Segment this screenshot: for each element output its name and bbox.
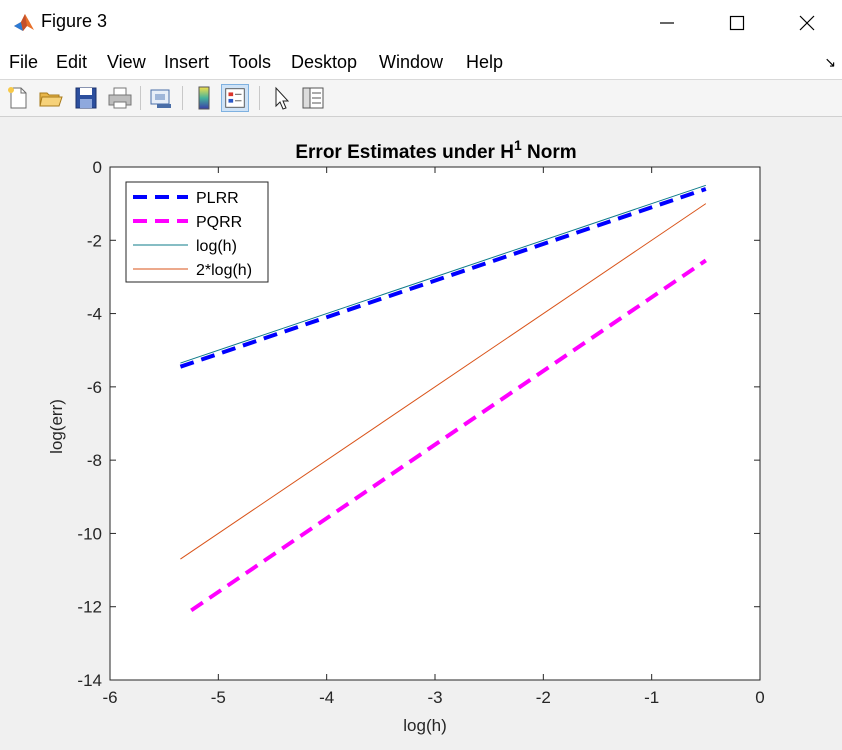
toolbar-separator xyxy=(140,86,141,110)
dock-arrow-icon[interactable]: ↘ xyxy=(824,54,836,70)
insert-legend-icon[interactable] xyxy=(221,84,249,112)
legend-label: 2*log(h) xyxy=(196,262,252,279)
menu-edit[interactable]: Edit xyxy=(56,52,88,72)
x-axis-label: log(h) xyxy=(403,716,446,735)
legend-box xyxy=(125,181,269,283)
menu-tools[interactable]: Tools xyxy=(229,52,272,72)
menu-view[interactable]: View xyxy=(107,52,146,72)
link-plot-icon[interactable] xyxy=(147,84,175,112)
x-tick-label: -1 xyxy=(644,688,659,707)
close-button[interactable] xyxy=(772,0,842,45)
legend-label: PLRR xyxy=(196,190,239,207)
legend[interactable]: PLRR PQRR log(h) 2*log(h) xyxy=(125,181,269,283)
legend-label: PQRR xyxy=(196,214,242,231)
series-line-pqrr[interactable] xyxy=(190,258,707,613)
y-tick-label: -10 xyxy=(77,524,102,543)
y-tick-label: -12 xyxy=(77,598,102,617)
menu-insert[interactable]: Insert xyxy=(164,52,210,72)
print-icon[interactable] xyxy=(106,84,134,112)
menu-bar: File Edit View Insert Tools Desktop Wind… xyxy=(0,45,842,80)
figure-toolbar xyxy=(0,80,842,117)
y-tick-label: 0 xyxy=(93,158,102,177)
y-tick-label: -4 xyxy=(87,305,102,324)
chart: -6 -5 -4 -3 -2 -1 00-2-4-6-8-10-12-14 Error Es… xyxy=(47,137,765,735)
matlab-logo-icon xyxy=(12,11,36,35)
x-tick-label: -4 xyxy=(319,688,334,707)
y-tick-label: -8 xyxy=(87,451,102,470)
window-title: Figure 3 xyxy=(41,11,108,31)
series-line-2-log-h-[interactable] xyxy=(180,203,707,560)
maximize-button[interactable] xyxy=(702,0,772,45)
minimize-button[interactable] xyxy=(632,0,702,45)
menu-help[interactable]: Help xyxy=(466,52,504,72)
toolbar-separator xyxy=(182,86,183,110)
window-title-bar: Figure 3 xyxy=(0,0,842,46)
series-line-log-h-[interactable] xyxy=(180,184,706,364)
insert-colorbar-icon[interactable] xyxy=(190,84,218,112)
menu-desktop[interactable]: Desktop xyxy=(291,52,358,72)
edit-plot-icon[interactable] xyxy=(267,84,295,112)
toolbar-separator xyxy=(259,86,260,110)
property-inspector-icon[interactable] xyxy=(299,84,327,112)
legend-label: log(h) xyxy=(196,238,237,255)
x-tick-label: -2 xyxy=(536,688,551,707)
new-figure-icon[interactable] xyxy=(4,84,32,112)
save-icon[interactable] xyxy=(72,84,100,112)
y-axis-label: log(err) xyxy=(47,399,66,454)
maximize-icon xyxy=(729,15,745,30)
menu-file[interactable]: File xyxy=(9,52,39,72)
y-tick-label: -2 xyxy=(87,231,102,250)
menu-window[interactable]: Window xyxy=(379,52,444,72)
x-tick-label: -6 xyxy=(102,688,117,707)
chart-title: Error Estimates under H1 Norm xyxy=(295,137,576,163)
y-tick-label: -6 xyxy=(87,378,102,397)
minimize-icon xyxy=(660,21,674,24)
y-tick-label: -14 xyxy=(77,671,102,690)
close-icon xyxy=(799,15,815,30)
x-tick-label: 0 xyxy=(755,688,764,707)
x-tick-label: -5 xyxy=(211,688,226,707)
open-file-icon[interactable] xyxy=(37,84,65,112)
x-tick-label: -3 xyxy=(427,688,442,707)
series-line-plrr[interactable] xyxy=(179,187,707,369)
